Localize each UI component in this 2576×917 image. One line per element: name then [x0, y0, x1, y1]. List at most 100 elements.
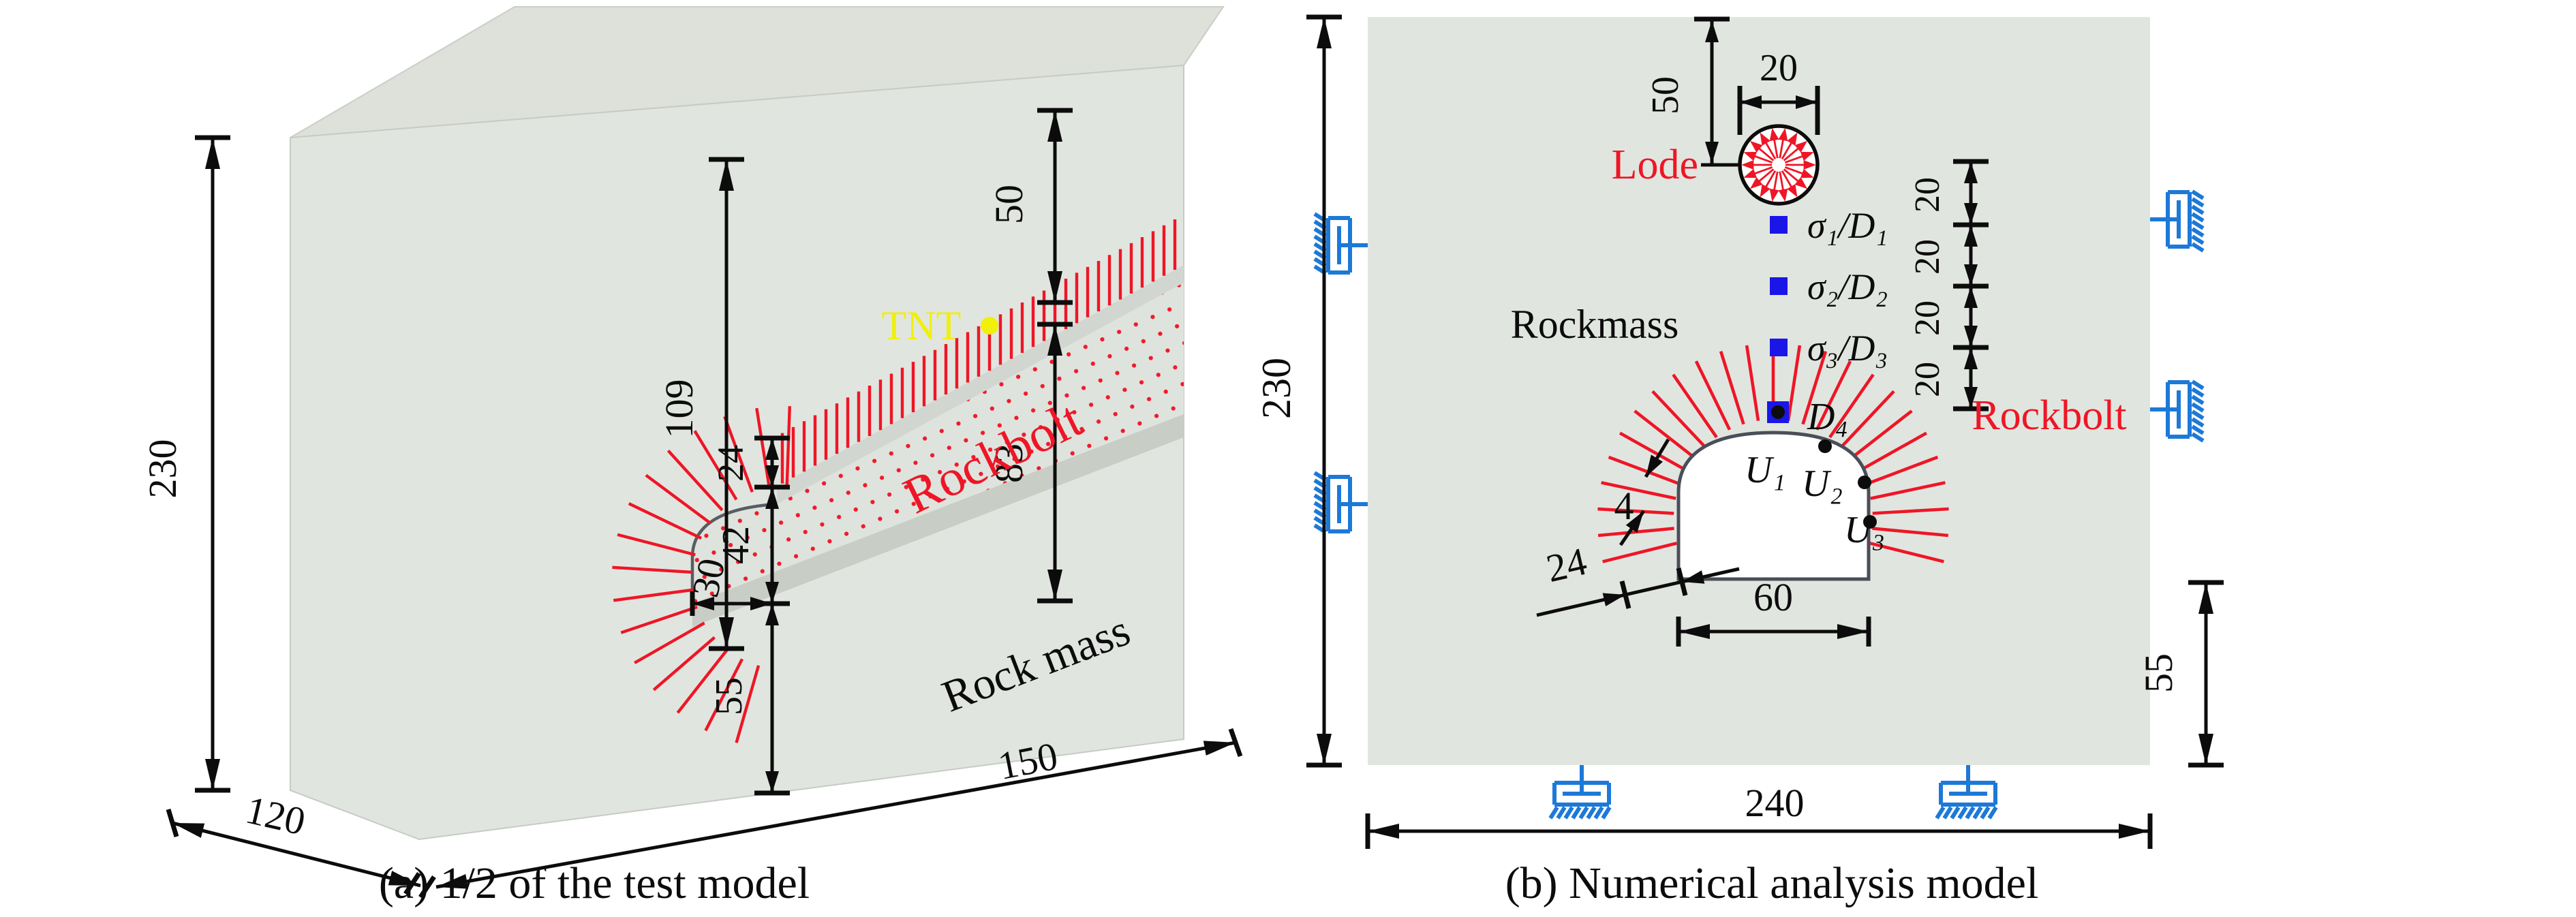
lode-spoke-arrow — [1787, 184, 1798, 198]
d4-point-dot — [1771, 405, 1785, 419]
rockbolt-line — [1602, 542, 1677, 563]
lode-spoke-arrow — [1794, 177, 1808, 189]
sigma3-label: σ₃/D₃ — [1807, 328, 1888, 369]
dim-55b-label: 55 — [2136, 653, 2181, 693]
rockbolt-line — [628, 502, 703, 540]
support-bottom-right — [1937, 765, 1996, 818]
rockbolt-line — [645, 473, 711, 525]
rockbolt-line — [1601, 481, 1676, 500]
dim-24a-label: 24 — [710, 445, 751, 482]
support-bottom-left — [1550, 765, 1610, 818]
rockbolt-line — [1634, 409, 1696, 459]
rockbolt-line — [634, 621, 705, 664]
rockbolt-b-label: Rockbolt — [1972, 392, 2126, 439]
rockbolt-line — [1840, 390, 1895, 448]
rockbolt-line — [1872, 507, 1949, 515]
dim-24b-label: 24 — [1542, 539, 1591, 591]
lode-spoke-arrow — [1800, 168, 1814, 178]
dimensions-b — [1306, 14, 2224, 849]
rockbolt-line — [1672, 373, 1718, 439]
lode-spoke-arrow — [1794, 140, 1808, 153]
caption-b: (b) Numerical analysis model — [1505, 858, 2039, 908]
lode-source — [1701, 124, 1820, 206]
rockbolt-line — [1815, 360, 1852, 431]
lode-spoke-arrow — [1803, 159, 1816, 170]
dim-83-label: 83 — [987, 444, 1031, 483]
rockbolt-line — [1872, 527, 1949, 538]
support-right-lower — [2150, 382, 2203, 441]
u2-point-dot — [1858, 476, 1871, 489]
rockbolt-line — [1870, 481, 1946, 500]
rockbolt-line — [704, 658, 743, 732]
dim-50b-label: 50 — [1644, 76, 1687, 114]
dim-30-label: 30 — [684, 555, 733, 601]
lode-spoke-arrow — [1743, 151, 1758, 161]
rockbolt-line — [1651, 390, 1706, 448]
rockbolt-line — [1745, 345, 1760, 422]
lode-spoke-arrow — [1743, 168, 1758, 178]
u1-point-dot — [1818, 439, 1832, 453]
rockbolt-line — [676, 649, 729, 714]
rockbolt-line — [785, 406, 791, 487]
dim-sp20-1: 20 — [1908, 177, 1947, 213]
d4-label: D₄ — [1807, 396, 1848, 438]
rockbolt-line — [1608, 455, 1681, 486]
dim-109-label: 109 — [657, 379, 701, 439]
rockmass-b-label: Rockmass — [1511, 302, 1679, 347]
support-right-upper — [2150, 191, 2203, 251]
dim-240-label: 240 — [1745, 781, 1805, 825]
u1-label: U₁ — [1745, 449, 1785, 491]
dim-50a-label: 50 — [987, 185, 1031, 224]
tnt-charge-dot — [981, 317, 998, 335]
rockbolt-line — [1869, 542, 1944, 563]
lode-spoke-arrow — [1800, 151, 1814, 161]
lode-spoke-arrow — [1749, 177, 1763, 189]
rockbolt-line — [1619, 431, 1687, 472]
sigma2-label: σ₂/D₂ — [1807, 266, 1888, 307]
rockbolt-line — [612, 565, 693, 574]
rockbolt-line — [1828, 373, 1875, 439]
dim-sp20-4: 20 — [1908, 362, 1947, 397]
dim-sp20-2: 20 — [1908, 239, 1947, 275]
rockbolt-line — [613, 588, 694, 602]
u2-label: U₂ — [1802, 463, 1843, 505]
sigma2-point — [1770, 277, 1788, 295]
sigma1-label: σ₁/D₁ — [1807, 205, 1888, 246]
u3-point-dot — [1863, 515, 1877, 529]
measure-points — [1767, 216, 1877, 529]
lode-spoke-arrow — [1778, 188, 1788, 202]
dim-230a-label: 230 — [140, 439, 185, 499]
rockbolt-line — [620, 605, 698, 634]
dim-4-label: 4 — [1614, 484, 1634, 528]
rockbolt-line — [652, 636, 716, 691]
lode-spoke-arrow — [1778, 127, 1788, 142]
dim-230b-label: 230 — [1254, 358, 1299, 419]
crown-band — [777, 265, 1184, 504]
lode-spoke-arrow — [1769, 188, 1779, 202]
lode-spoke-arrow — [1741, 159, 1754, 170]
sigma3-point — [1770, 339, 1788, 356]
dim-120-label: 120 — [242, 788, 309, 844]
rockbolt-line — [1786, 345, 1802, 422]
lode-label: Lode — [1612, 142, 1698, 188]
dimensions-a — [166, 108, 1243, 899]
rockbolt-line — [1694, 360, 1732, 431]
tnt-label: TNT — [882, 303, 962, 348]
dim-20-circle-label: 20 — [1760, 47, 1798, 89]
lode-spoke-arrow — [1760, 184, 1770, 198]
panel-b: 230 240 55 50 20 60 20 20 20 20 24 4 Lod… — [1254, 14, 2224, 908]
rockbolt-line — [1719, 351, 1745, 425]
rockbolt-hatch-a — [780, 219, 1177, 484]
rockbolt-line — [1801, 351, 1828, 425]
sigma1-point — [1770, 216, 1788, 234]
lode-spoke-arrow — [1749, 140, 1763, 153]
lode-spoke-arrow — [1760, 132, 1770, 146]
dim-60-label: 60 — [1753, 575, 1793, 619]
lode-spoke-arrow — [1769, 127, 1779, 142]
dim-55a-label: 55 — [708, 677, 750, 715]
dim-42-label: 42 — [715, 526, 757, 564]
rockbolt-line — [617, 533, 696, 557]
rockbolt-line — [666, 450, 724, 512]
